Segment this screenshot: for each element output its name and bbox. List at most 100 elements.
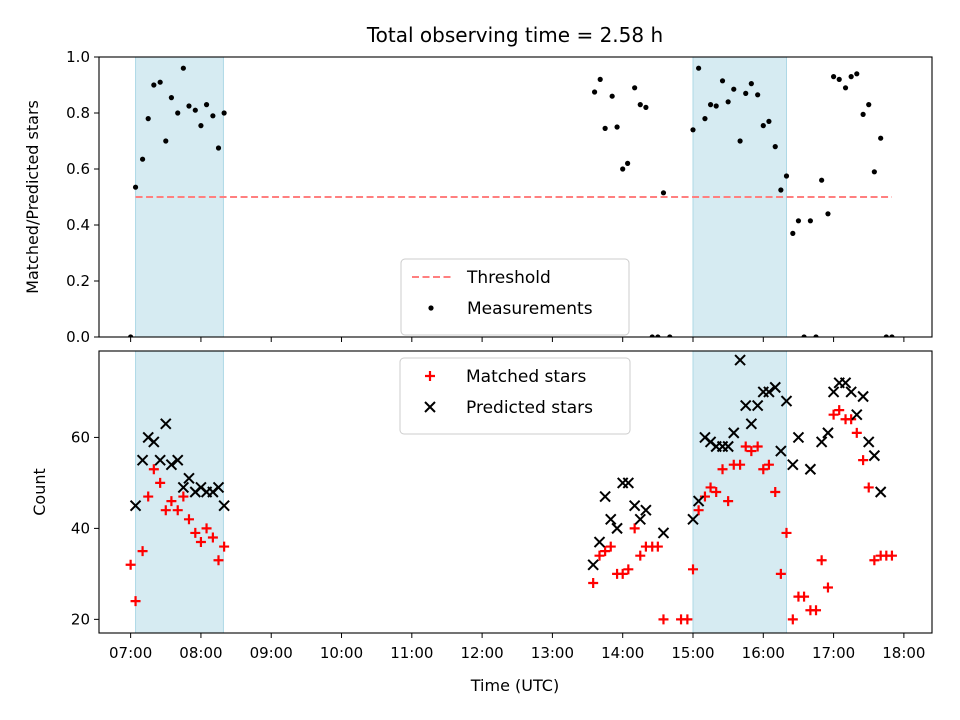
x-tick-label: 17:00 bbox=[812, 644, 855, 662]
legend: Threshold Measurements bbox=[400, 258, 630, 336]
y-tick-label: 1.0 bbox=[66, 48, 90, 66]
measurement-point bbox=[801, 334, 807, 337]
y-tick-label: 0.6 bbox=[66, 160, 90, 178]
measurement-point bbox=[795, 218, 802, 224]
measurement-point bbox=[637, 102, 643, 108]
measurement-point bbox=[819, 177, 825, 183]
measurement-point bbox=[778, 187, 784, 193]
predicted-star-point bbox=[751, 399, 764, 412]
predicted-star-point bbox=[874, 486, 887, 498]
measurement-point bbox=[632, 85, 638, 91]
matched-star-point bbox=[207, 532, 218, 543]
predicted-star-point bbox=[745, 418, 758, 430]
measurement-point bbox=[883, 334, 889, 337]
ratio-panel: 0.0 0.2 0.4 0.6 0.8 1.0 Matched/Predicted star… bbox=[23, 48, 933, 346]
matched-star-point bbox=[183, 514, 194, 525]
matched-star-point bbox=[213, 555, 224, 566]
measurement-point bbox=[620, 166, 626, 172]
measurement-point bbox=[602, 125, 608, 131]
x-tick-label: 08:00 bbox=[179, 644, 222, 662]
matched-star-point bbox=[752, 441, 763, 452]
measurement-point bbox=[221, 110, 227, 116]
measurement-point bbox=[783, 173, 790, 179]
predicted-star-point bbox=[845, 386, 857, 398]
x-tick-label: 14:00 bbox=[601, 644, 644, 662]
matched-star-point bbox=[219, 541, 230, 552]
predicted-star-point bbox=[154, 454, 166, 466]
predicted-star-point bbox=[851, 408, 863, 421]
axes-frame bbox=[98, 350, 933, 634]
predicted-star-point bbox=[587, 559, 599, 571]
matched-star-point bbox=[155, 477, 166, 488]
measurement-point bbox=[210, 113, 216, 119]
predicted-star-point bbox=[611, 522, 623, 535]
predicted-star-point bbox=[640, 504, 652, 516]
matched-star-point bbox=[775, 568, 786, 579]
matched-star-point bbox=[846, 414, 857, 425]
predicted-star-point bbox=[622, 477, 635, 489]
legend-entry-label: Predicted stars bbox=[466, 398, 593, 418]
predicted-star-point bbox=[804, 463, 817, 475]
matched-star-point bbox=[629, 523, 640, 534]
x-tick-label: 07:00 bbox=[109, 644, 152, 662]
predicted-star-point bbox=[740, 399, 752, 412]
matched-star-point bbox=[635, 550, 646, 561]
predicted-star-point bbox=[692, 495, 705, 507]
measurement-point bbox=[649, 334, 655, 337]
predicted-star-point bbox=[734, 354, 746, 366]
legend: Matched stars Predicted stars bbox=[399, 357, 631, 435]
matched-star-point bbox=[886, 550, 897, 561]
predicted-star-point bbox=[183, 472, 195, 485]
measurement-point bbox=[866, 102, 872, 108]
x-tick-label: 12:00 bbox=[460, 644, 503, 662]
legend-marker-swatch bbox=[428, 305, 434, 311]
measurement-point bbox=[772, 144, 778, 150]
measurement-point bbox=[825, 211, 831, 217]
measurement-point bbox=[760, 123, 766, 129]
predicted-star-point bbox=[628, 499, 641, 512]
measurement-point bbox=[848, 74, 854, 80]
matched-star-point bbox=[160, 505, 171, 516]
predicted-star-point bbox=[822, 427, 834, 439]
matched-star-point bbox=[740, 441, 751, 452]
matched-star-point bbox=[693, 505, 704, 516]
measurement-point bbox=[854, 71, 860, 77]
matched-star-point bbox=[758, 464, 769, 475]
measurement-point bbox=[614, 124, 620, 130]
predicted-star-point bbox=[218, 499, 230, 512]
y-tick-label: 20 bbox=[71, 610, 90, 628]
measurement-point bbox=[878, 135, 884, 141]
matched-star-point bbox=[600, 546, 611, 557]
predicted-star-point bbox=[728, 427, 740, 439]
matched-star-point bbox=[863, 482, 874, 493]
predicted-star-point bbox=[136, 454, 149, 466]
measurement-point bbox=[807, 218, 813, 224]
predicted-star-point bbox=[787, 459, 799, 471]
matched-star-point bbox=[617, 568, 628, 579]
measurement-point bbox=[198, 123, 204, 129]
matched-star-point bbox=[723, 496, 734, 507]
measurement-point bbox=[889, 334, 895, 337]
measurement-point bbox=[731, 86, 737, 92]
matched-star-point bbox=[858, 455, 869, 466]
y-tick-label: 0.2 bbox=[66, 272, 90, 290]
measurement-point bbox=[748, 81, 754, 87]
matched-star-point bbox=[787, 614, 798, 625]
matched-star-point bbox=[190, 527, 201, 538]
measurement-point bbox=[597, 76, 603, 82]
matched-star-point bbox=[588, 577, 599, 588]
predicted-star-point bbox=[212, 481, 225, 494]
measurement-point bbox=[737, 138, 743, 144]
measurement-point bbox=[157, 79, 163, 85]
predicted-star-point bbox=[868, 449, 881, 462]
matched-star-point bbox=[178, 491, 189, 502]
predicted-star-point bbox=[827, 386, 840, 398]
matched-star-point bbox=[166, 496, 177, 507]
data-points bbox=[128, 65, 895, 337]
y-axis-label: Matched/Predicted stars bbox=[23, 100, 42, 294]
measurement-point bbox=[713, 103, 719, 109]
matched-star-point bbox=[822, 582, 833, 593]
matched-star-point bbox=[851, 427, 862, 438]
predicted-star-point bbox=[129, 499, 142, 512]
